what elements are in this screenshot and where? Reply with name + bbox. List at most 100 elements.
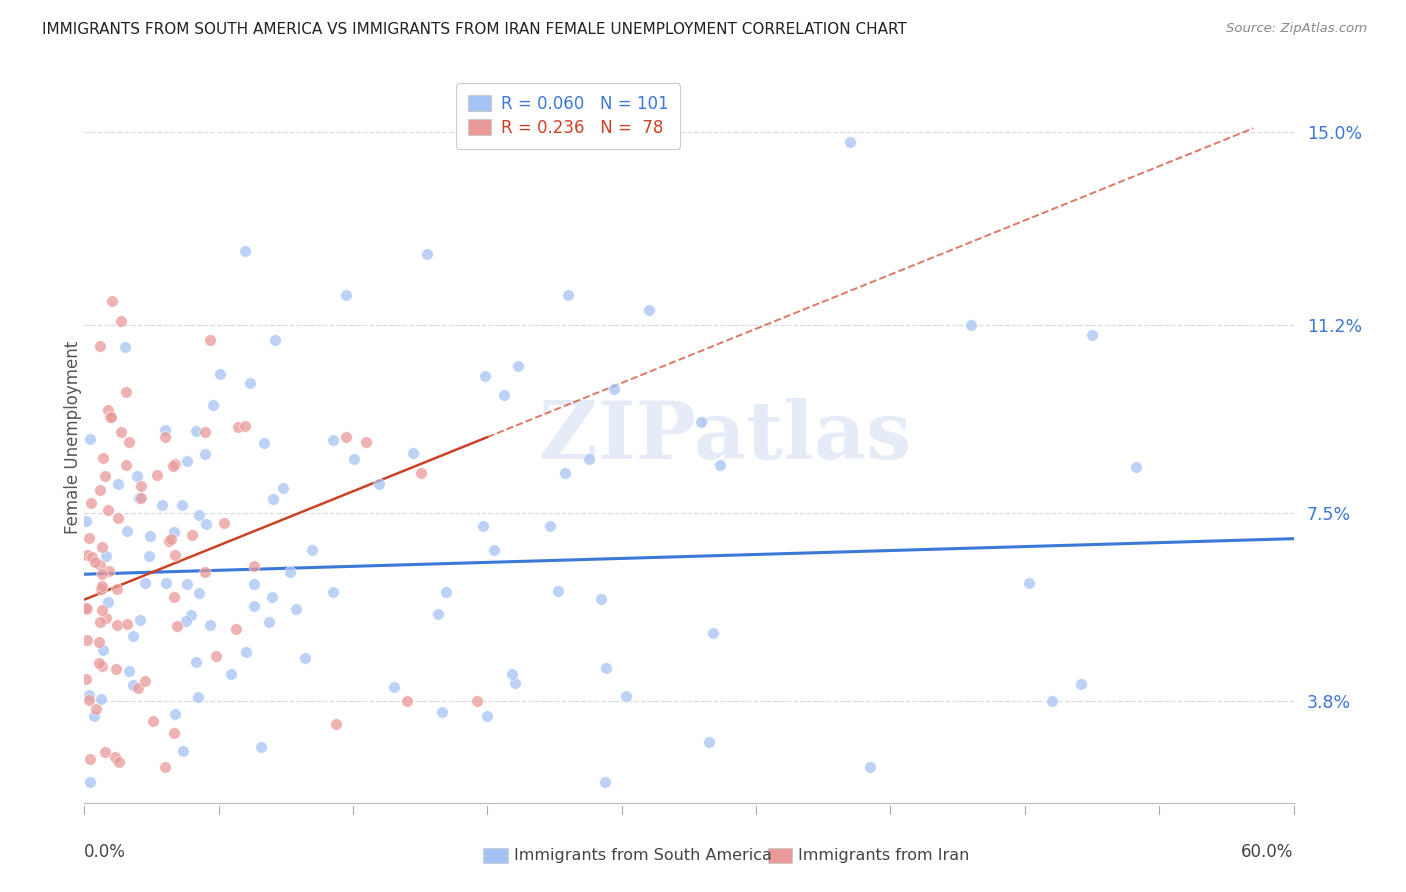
Point [77, 693, 100, 707]
Point [79, 775, 101, 789]
Point [503, 676, 526, 690]
Point [172, 744, 194, 758]
Point [859, 760, 882, 774]
Point [100, 409, 122, 424]
Point [221, 667, 243, 681]
Point [284, 602, 307, 616]
Point [90, 602, 112, 616]
Bar [768, 848, 792, 863]
Point [233, 244, 256, 259]
Point [180, 607, 202, 622]
Point [176, 577, 198, 591]
Point [107, 477, 129, 491]
Point [166, 619, 188, 633]
Point [89, 558, 111, 572]
Point [84, 702, 107, 716]
Point [434, 584, 457, 599]
Point [98, 564, 121, 578]
Bar [484, 848, 508, 863]
Point [278, 565, 301, 579]
Point [162, 726, 184, 740]
Point [409, 466, 432, 480]
Point [271, 481, 294, 495]
Point [204, 649, 226, 664]
Point [79, 531, 101, 545]
Point [90, 582, 112, 596]
Point [76, 602, 98, 616]
Point [139, 529, 162, 543]
Point [614, 689, 637, 703]
Point [153, 760, 176, 774]
Point [77, 689, 100, 703]
Point [115, 384, 138, 399]
Point [342, 452, 364, 467]
Point [138, 549, 160, 564]
Point [188, 586, 211, 600]
Point [1125, 460, 1147, 475]
Point [249, 739, 271, 754]
Point [75, 672, 97, 686]
Point [547, 583, 569, 598]
Point [104, 750, 127, 764]
Point [101, 294, 124, 309]
Point [127, 681, 149, 695]
Point [79, 752, 101, 766]
Point [194, 446, 217, 460]
Point [97, 594, 120, 608]
Point [107, 511, 129, 525]
Point [110, 314, 132, 328]
Point [225, 623, 247, 637]
Point [115, 524, 138, 538]
Point [97, 403, 120, 417]
Point [322, 584, 344, 599]
Point [75, 515, 97, 529]
Point [367, 477, 389, 491]
Point [209, 367, 232, 381]
Point [76, 549, 98, 563]
Point [239, 376, 262, 391]
Point [91, 643, 114, 657]
Point [226, 420, 249, 434]
Text: Source: ZipAtlas.com: Source: ZipAtlas.com [1226, 22, 1367, 36]
Point [128, 491, 150, 505]
Point [194, 565, 217, 579]
Point [702, 626, 724, 640]
Point [243, 559, 266, 574]
Point [97, 502, 120, 516]
Point [839, 136, 862, 150]
Point [163, 590, 186, 604]
Point [188, 508, 211, 522]
Point [492, 388, 515, 402]
Point [75, 600, 97, 615]
Point [637, 303, 659, 318]
Point [89, 339, 111, 353]
Point [187, 690, 209, 705]
Point [195, 516, 218, 531]
Point [153, 423, 176, 437]
Point [176, 454, 198, 468]
Point [482, 543, 505, 558]
Point [186, 424, 208, 438]
Point [242, 576, 264, 591]
Point [557, 288, 579, 302]
Text: ZIPatlas: ZIPatlas [538, 398, 911, 476]
Point [325, 716, 347, 731]
Point [155, 576, 177, 591]
Text: IMMIGRANTS FROM SOUTH AMERICA VS IMMIGRANTS FROM IRAN FEMALE UNEMPLOYMENT CORREL: IMMIGRANTS FROM SOUTH AMERICA VS IMMIGRA… [42, 22, 907, 37]
Point [105, 618, 128, 632]
Point [322, 433, 344, 447]
Point [690, 415, 713, 429]
Point [243, 599, 266, 613]
Point [501, 667, 523, 681]
Point [94, 469, 117, 483]
Point [93, 745, 115, 759]
Point [163, 524, 186, 539]
Point [76, 633, 98, 648]
Point [194, 425, 217, 439]
Point [100, 409, 122, 424]
Point [87, 656, 110, 670]
Point [96, 549, 118, 563]
Point [253, 435, 276, 450]
Point [427, 607, 450, 621]
Point [125, 469, 148, 483]
